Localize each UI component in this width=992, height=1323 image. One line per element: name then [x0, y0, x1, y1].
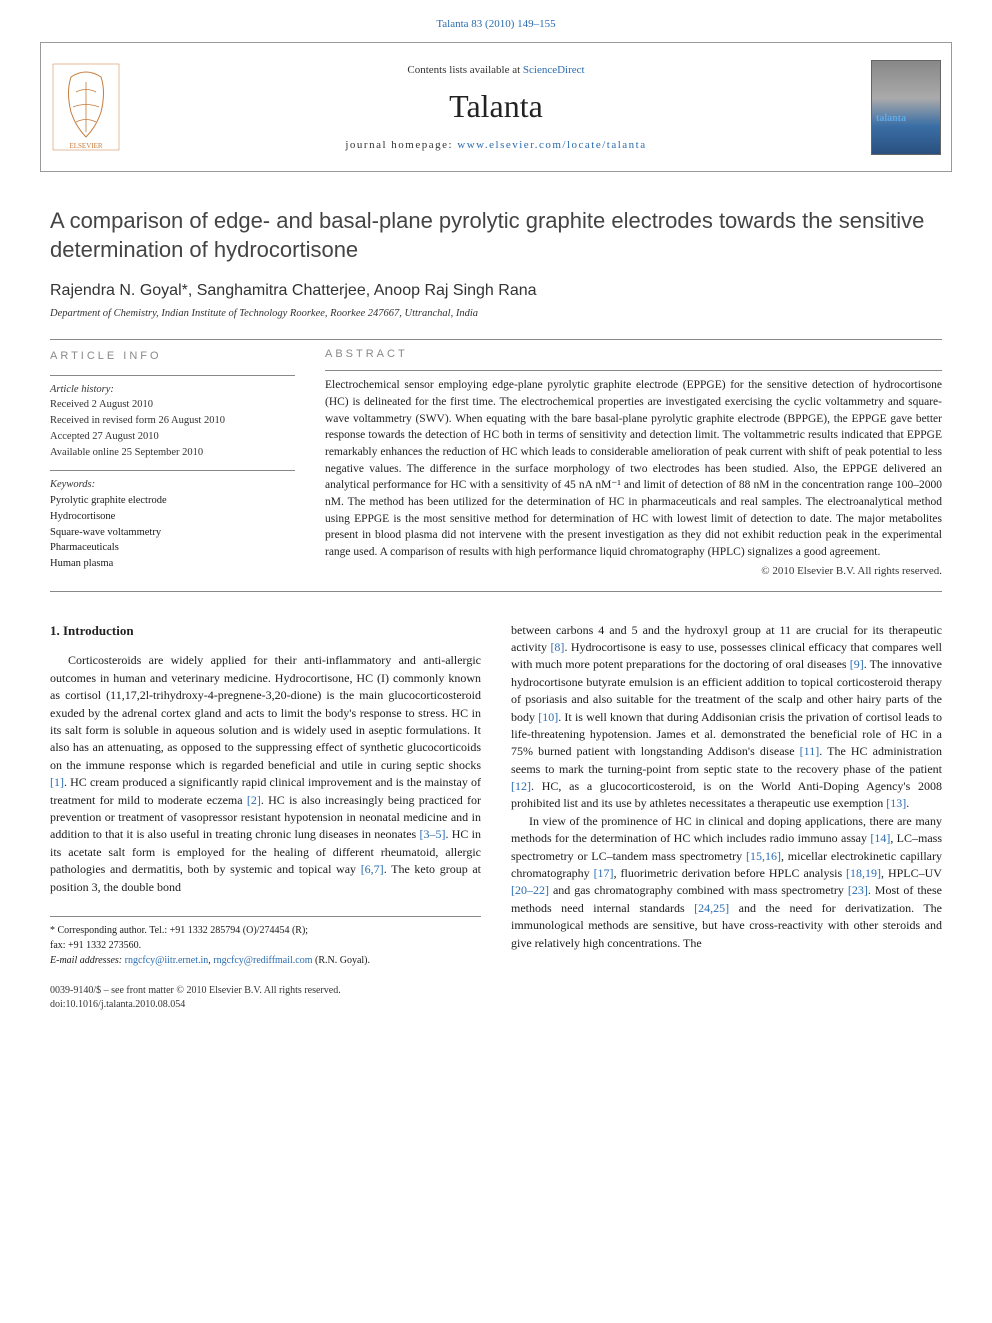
bottom-info: 0039-9140/$ – see front matter © 2010 El…	[50, 984, 481, 1012]
history-item: Available online 25 September 2010	[50, 445, 295, 461]
history-item: Received in revised form 26 August 2010	[50, 413, 295, 429]
contents-line: Contents lists available at ScienceDirec…	[407, 64, 584, 76]
fax: fax: +91 1332 273560.	[50, 938, 481, 953]
article-title: A comparison of edge- and basal-plane py…	[50, 207, 942, 264]
citation-text[interactable]: Talanta 83 (2010) 149–155	[436, 18, 555, 30]
homepage-line: journal homepage: www.elsevier.com/locat…	[345, 139, 646, 151]
doi: doi:10.1016/j.talanta.2010.08.054	[50, 998, 481, 1012]
ref-link[interactable]: [1]	[50, 775, 64, 789]
journal-header: ELSEVIER Contents lists available at Sci…	[40, 42, 952, 172]
body-paragraph: Corticosteroids are widely applied for t…	[50, 652, 481, 895]
article-area: A comparison of edge- and basal-plane py…	[0, 172, 992, 1032]
affiliation: Department of Chemistry, Indian Institut…	[50, 308, 942, 319]
abstract-text: Electrochemical sensor employing edge-pl…	[325, 377, 942, 560]
authors: Rajendra N. Goyal*, Sanghamitra Chatterj…	[50, 282, 942, 300]
cover-title: talanta	[876, 113, 906, 124]
body-column-right: between carbons 4 and 5 and the hydroxyl…	[511, 622, 942, 1012]
ref-link[interactable]: [6,7]	[361, 862, 384, 876]
top-citation: Talanta 83 (2010) 149–155	[0, 0, 992, 42]
header-center: Contents lists available at ScienceDirec…	[131, 43, 861, 171]
ref-link[interactable]: [10]	[538, 710, 558, 724]
ref-link[interactable]: [11]	[800, 744, 820, 758]
email-link[interactable]: rngcfcy@iitr.ernet.in	[125, 955, 209, 966]
elsevier-logo: ELSEVIER	[41, 43, 131, 171]
body-columns: 1. Introduction Corticosteroids are wide…	[50, 622, 942, 1012]
ref-link[interactable]: [2]	[247, 793, 261, 807]
ref-link[interactable]: [15,16]	[746, 849, 781, 863]
divider	[50, 339, 942, 340]
copyright: © 2010 Elsevier B.V. All rights reserved…	[325, 565, 942, 577]
journal-cover: talanta	[861, 43, 951, 171]
journal-name: Talanta	[449, 88, 543, 125]
ref-link[interactable]: [20–22]	[511, 883, 549, 897]
keyword: Human plasma	[50, 556, 295, 572]
corresponding-author: * Corresponding author. Tel.: +91 1332 2…	[50, 923, 481, 938]
info-heading: article info	[50, 348, 295, 365]
body-column-left: 1. Introduction Corticosteroids are wide…	[50, 622, 481, 1012]
ref-link[interactable]: [3–5]	[419, 827, 445, 841]
ref-link[interactable]: [24,25]	[694, 901, 729, 915]
ref-link[interactable]: [18,19]	[846, 866, 881, 880]
divider	[325, 370, 942, 371]
abstract-column: abstract Electrochemical sensor employin…	[325, 348, 942, 576]
ref-link[interactable]: [8]	[550, 640, 564, 654]
body-paragraph: In view of the prominence of HC in clini…	[511, 813, 942, 952]
history-label: Article history:	[50, 382, 295, 398]
ref-link[interactable]: [13]	[886, 796, 906, 810]
body-paragraph: between carbons 4 and 5 and the hydroxyl…	[511, 622, 942, 813]
keyword: Pharmaceuticals	[50, 540, 295, 556]
divider	[50, 375, 295, 376]
homepage-url[interactable]: www.elsevier.com/locate/talanta	[457, 139, 646, 151]
email-link[interactable]: rngcfcy@rediffmail.com	[213, 955, 312, 966]
sciencedirect-link[interactable]: ScienceDirect	[523, 64, 585, 76]
abstract-heading: abstract	[325, 348, 942, 360]
info-abstract-row: article info Article history: Received 2…	[50, 348, 942, 576]
ref-link[interactable]: [17]	[594, 866, 614, 880]
ref-link[interactable]: [14]	[870, 831, 890, 845]
footnote-area: * Corresponding author. Tel.: +91 1332 2…	[50, 916, 481, 968]
ref-link[interactable]: [9]	[850, 657, 864, 671]
keyword: Pyrolytic graphite electrode	[50, 493, 295, 509]
intro-heading: 1. Introduction	[50, 622, 481, 641]
front-matter: 0039-9140/$ – see front matter © 2010 El…	[50, 984, 481, 998]
email-line: E-mail addresses: rngcfcy@iitr.ernet.in,…	[50, 953, 481, 968]
keyword: Square-wave voltammetry	[50, 525, 295, 541]
ref-link[interactable]: [12]	[511, 779, 531, 793]
divider	[50, 470, 295, 471]
svg-text:ELSEVIER: ELSEVIER	[69, 142, 102, 150]
history-item: Accepted 27 August 2010	[50, 429, 295, 445]
keywords-label: Keywords:	[50, 477, 295, 493]
divider	[50, 591, 942, 592]
keyword: Hydrocortisone	[50, 509, 295, 525]
article-info-column: article info Article history: Received 2…	[50, 348, 295, 576]
history-item: Received 2 August 2010	[50, 397, 295, 413]
ref-link[interactable]: [23]	[848, 883, 868, 897]
